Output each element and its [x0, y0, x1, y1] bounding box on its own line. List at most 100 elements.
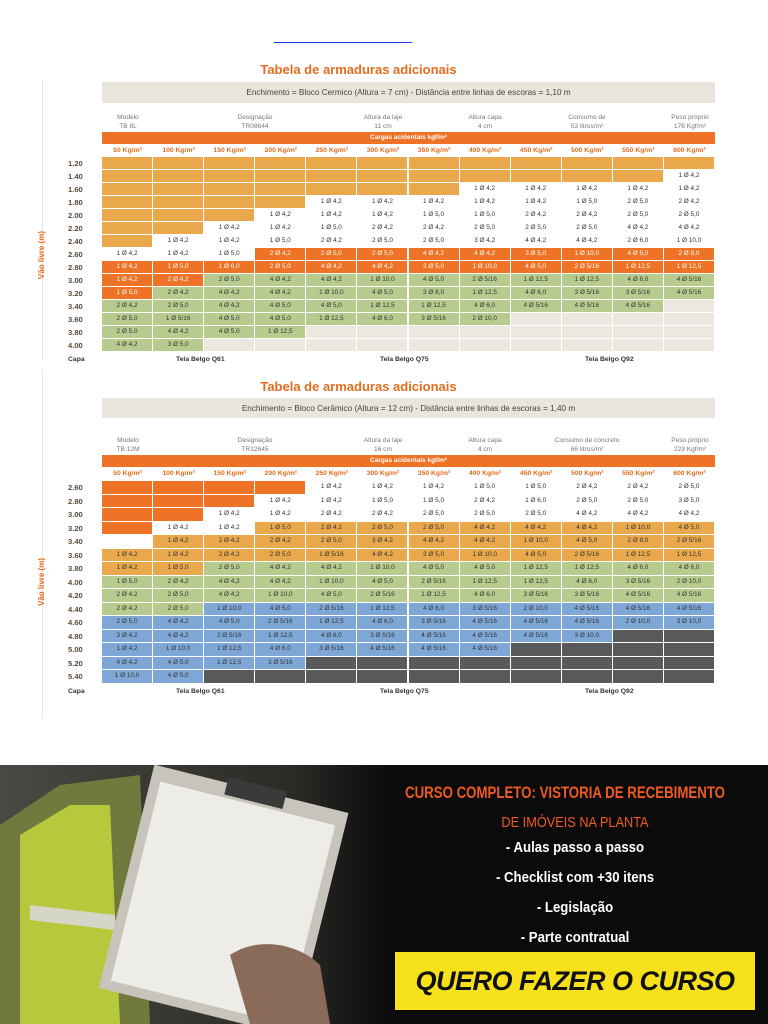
table-cell: 1 Ø 12,5 — [408, 300, 460, 313]
table-cell: 2 Ø 5,0 — [357, 521, 409, 535]
column-header: 600 Kg/m² — [673, 147, 706, 154]
info-item: Designação TR08644 — [217, 106, 293, 131]
table-cell: 2 Ø 5/16 — [357, 589, 409, 603]
table-cell: 4 Ø 5/16 — [663, 287, 715, 300]
cta-button[interactable]: QUERO FAZER O CURSO — [395, 952, 755, 1010]
table-cell: 4 Ø 5,0 — [204, 326, 256, 339]
table-cell: 4 Ø 5,0 — [306, 589, 358, 603]
row-header: 2.40 — [68, 237, 83, 246]
table-cell: 4 Ø 5/16 — [408, 643, 460, 657]
info-item: Designação TR12645 — [217, 420, 293, 454]
table-cell: 2 Ø 5/16 — [561, 548, 613, 562]
table-cell: 4 Ø 4,2 — [306, 261, 358, 274]
table-cell — [306, 656, 358, 670]
table-cell: 2 Ø 4,2 — [153, 575, 205, 589]
table-cell — [561, 157, 613, 170]
table-cell: 2 Ø 5,0 — [510, 222, 562, 235]
table-cell: 2 Ø 5,0 — [561, 494, 613, 508]
table-cell: 2 Ø 4,2 — [459, 494, 511, 508]
row-header: 4.00 — [68, 577, 83, 587]
info-item: Modelo TB 8L — [90, 106, 166, 131]
table-cell: 1 Ø 12,5 — [459, 575, 511, 589]
info-label: Consumo de — [568, 114, 606, 121]
info-item: Peso próprio 176 Kgf/m² — [652, 106, 728, 131]
table-cell: 3 Ø 8,0 — [408, 287, 460, 300]
table-cell — [204, 170, 256, 183]
table-cell — [510, 643, 562, 657]
table-cell — [612, 326, 664, 339]
table-cell: 1 Ø 4,2 — [510, 196, 562, 209]
table-cell — [153, 170, 205, 183]
table-cell: 1 Ø 5,0 — [102, 287, 154, 300]
info-item: Altura capa 4 cm — [447, 420, 523, 454]
table-cell: 2 Ø 4,2 — [204, 548, 256, 562]
table-cell: 1 Ø 4,2 — [459, 196, 511, 209]
table-cell: 4 Ø 5/16 — [612, 589, 664, 603]
loads-header: Cargas acidentais kgf/m² — [102, 455, 715, 467]
table-cell: 4 Ø 5,0 — [510, 261, 562, 274]
table-cell: 4 Ø 4,2 — [408, 535, 460, 549]
footer-screen: Tela Belgo Q75 — [380, 356, 429, 363]
table-cell: 1 Ø 4,2 — [561, 183, 613, 196]
table-cell: 1 Ø 10,0 — [459, 261, 511, 274]
table-cell — [510, 670, 562, 684]
table-cell: 4 Ø 6,0 — [306, 629, 358, 643]
table-cell: 1 Ø 5,0 — [255, 521, 307, 535]
footer-screen: Tela Belgo Q61 — [176, 356, 225, 363]
filler-note: Enchimento = Bloco Cermico (Altura = 7 c… — [102, 82, 715, 103]
table-cell: 1 Ø 4,2 — [306, 494, 358, 508]
table-cell: 4 Ø 4,2 — [510, 521, 562, 535]
footer-screen: Tela Belgo Q92 — [585, 687, 634, 695]
table-cell: 2 Ø 4,2 — [612, 481, 664, 495]
table-cell — [357, 656, 409, 670]
table-cell — [204, 196, 256, 209]
table-cell: 3 Ø 5/16 — [459, 602, 511, 616]
row-header: 3.00 — [68, 276, 83, 285]
table-cell: 1 Ø 10,0 — [102, 670, 154, 684]
table-cell: 4 Ø 4,2 — [255, 562, 307, 576]
table-cell: 1 Ø 5,0 — [153, 562, 205, 576]
table-cell: 1 Ø 10,0 — [306, 575, 358, 589]
table-cell: 3 Ø 5/16 — [510, 589, 562, 603]
table-cell: 1 Ø 4,2 — [459, 183, 511, 196]
table-cell: 2 Ø 6,0 — [612, 235, 664, 248]
table-cell — [357, 157, 409, 170]
table-cell: 1 Ø 5,0 — [459, 209, 511, 222]
table-cell: 1 Ø 4,2 — [612, 183, 664, 196]
table-cell: 2 Ø 4,2 — [306, 521, 358, 535]
table-cell: 4 Ø 4,2 — [153, 629, 205, 643]
table-cell: 4 Ø 5,0 — [510, 548, 562, 562]
table-cell — [408, 157, 460, 170]
table-cell: 4 Ø 4,2 — [459, 521, 511, 535]
table-cell — [102, 235, 154, 248]
table-cell: 4 Ø 5,0 — [255, 300, 307, 313]
table-cell — [459, 339, 511, 352]
table-cell: 4 Ø 4,2 — [102, 339, 154, 352]
table-cell — [612, 670, 664, 684]
column-header: 400 Kg/m² — [468, 147, 502, 154]
table-cell: 4 Ø 4,2 — [612, 508, 664, 522]
table-cell: 4 Ø 6,0 — [255, 643, 307, 657]
column-header: 200 Kg/m² — [264, 470, 298, 477]
table-cell: 4 Ø 5,0 — [561, 535, 613, 549]
table-cell — [153, 196, 205, 209]
row-header: 2.00 — [68, 211, 83, 220]
table-cell: 2 Ø 5/16 — [561, 261, 613, 274]
table-cell — [357, 170, 409, 183]
link-underline[interactable] — [274, 42, 412, 43]
row-header: 3.20 — [68, 289, 83, 298]
table-cell: 2 Ø 8,0 — [612, 535, 664, 549]
column-header: 50 Kg/m² — [113, 470, 142, 477]
table-cell: 2 Ø 5,0 — [612, 494, 664, 508]
table-cell: 4 Ø 6,0 — [561, 575, 613, 589]
table-cell: 4 Ø 5/16 — [510, 300, 562, 313]
table-cell: 1 Ø 4,2 — [306, 481, 358, 495]
table-cell: 2 Ø 4,2 — [306, 508, 358, 522]
row-header: 5.20 — [68, 658, 83, 668]
info-label: Modelo — [117, 114, 139, 121]
column-header: 600 Kg/m² — [673, 470, 706, 477]
table-cell: 4 Ø 6,0 — [459, 300, 511, 313]
table-cell — [561, 313, 613, 326]
table-cell — [102, 508, 154, 522]
table-cell — [357, 183, 409, 196]
